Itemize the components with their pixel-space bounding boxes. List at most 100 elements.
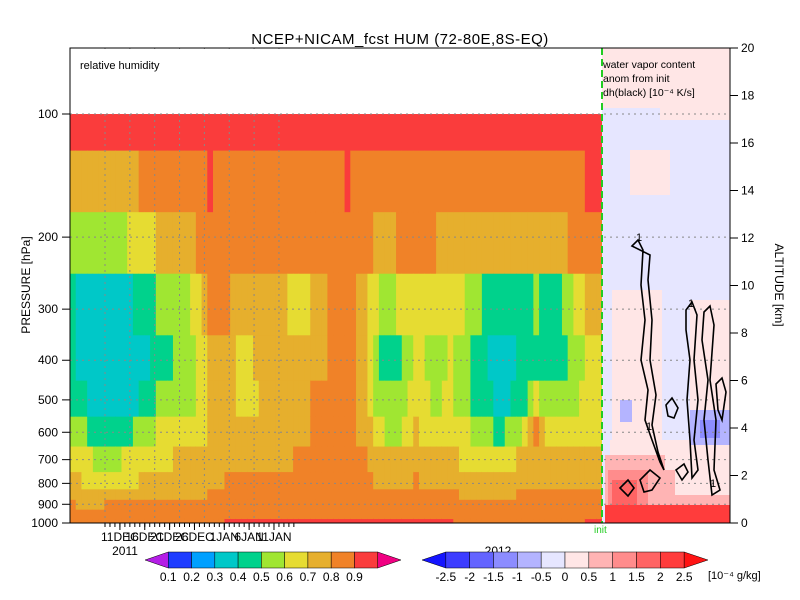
rh-cell [293,445,300,473]
rh-cell [556,334,563,381]
rh-cell [167,499,174,510]
rh-cell [258,416,266,447]
colorbar-swatch [377,551,402,569]
rh-cell [481,150,489,213]
rh-cell [75,471,83,490]
rh-cell [470,380,477,417]
rh-cell [230,416,237,447]
rh-cell [304,445,311,473]
colorbar-label: 0.6 [276,570,293,584]
rh-cell [150,488,157,500]
right-panel-label-line: anom from init [603,73,670,85]
rh-cell [70,471,77,490]
rh-cell [201,334,208,381]
rh-cell [464,150,472,213]
rh-cell [407,211,414,274]
rh-cell [104,380,111,417]
rh-cell [115,114,123,151]
rh-cell [75,509,83,520]
rh-cell [293,334,300,381]
rh-cell [310,380,317,417]
rh-cell [476,334,483,381]
rh-cell [235,211,243,274]
rh-cell [230,471,237,490]
rh-cell [161,488,168,500]
rh-cell [378,273,386,336]
rh-cell [436,273,443,336]
rh-cell [333,471,340,490]
rh-cell [504,211,512,274]
rh-cell [596,488,602,500]
rh-cell [550,416,557,447]
rh-cell [184,488,191,500]
rh-cell [424,509,431,520]
rh-cell [476,518,483,523]
rh-cell [441,380,449,417]
rh-cell [235,150,243,213]
rh-cell [361,471,369,490]
rh-cell [315,211,323,274]
rh-cell [138,445,145,473]
rh-cell [310,211,317,274]
rh-cell [275,334,283,381]
rh-cell [87,488,94,500]
rh-cell [584,114,592,151]
rh-cell [253,211,260,274]
rh-cell [567,380,574,417]
rh-cell [418,334,426,381]
rh-cell [447,445,454,473]
rh-cell [218,273,226,336]
rh-cell [539,416,546,447]
rh-cell [275,518,283,523]
rh-cell [367,488,374,500]
rh-cell [481,488,489,500]
rh-cell [350,471,357,490]
rh-cell [178,445,186,473]
rh-cell [115,380,123,417]
colorbar-swatch [421,551,447,569]
rh-cell [390,518,397,523]
rh-cell [115,416,123,447]
rh-cell [573,471,580,490]
rh-cell [458,273,466,336]
rh-cell [247,150,254,213]
rh-cell [81,114,88,151]
rh-cell [315,273,323,336]
rh-cell [224,114,231,151]
rh-cell [481,380,489,417]
rh-cell [378,445,386,473]
rh-cell [104,445,111,473]
rh-cell [579,334,586,381]
rh-cell [104,114,111,151]
rh-cell [241,211,248,274]
rh-cell [304,518,311,523]
rh-cell [567,518,574,523]
rh-cell [81,416,88,447]
rh-cell [436,114,443,151]
rh-cell [298,114,306,151]
rh-cell [424,273,431,336]
rh-cell [315,471,323,490]
rh-cell [258,211,266,274]
rh-cell [458,211,466,274]
colorbar-label: 0.2 [183,570,200,584]
rh-cell [493,114,500,151]
rh-cell [155,518,163,523]
rh-cell [75,273,83,336]
rh-cell [281,488,288,500]
rh-cell [258,150,266,213]
rh-cell [155,445,163,473]
rh-cell [327,211,334,274]
rh-cell [413,150,420,213]
rh-cell [550,499,557,510]
rh-cell [132,211,140,274]
rh-cell [138,114,145,151]
rh-cell [92,518,100,523]
time-tick-label: 21DEC [150,530,189,544]
rh-cell [81,509,88,520]
rh-cell [195,416,203,447]
rh-cell [207,499,214,510]
rh-cell [590,150,597,213]
rh-cell [407,416,414,447]
rh-cell [161,114,168,151]
